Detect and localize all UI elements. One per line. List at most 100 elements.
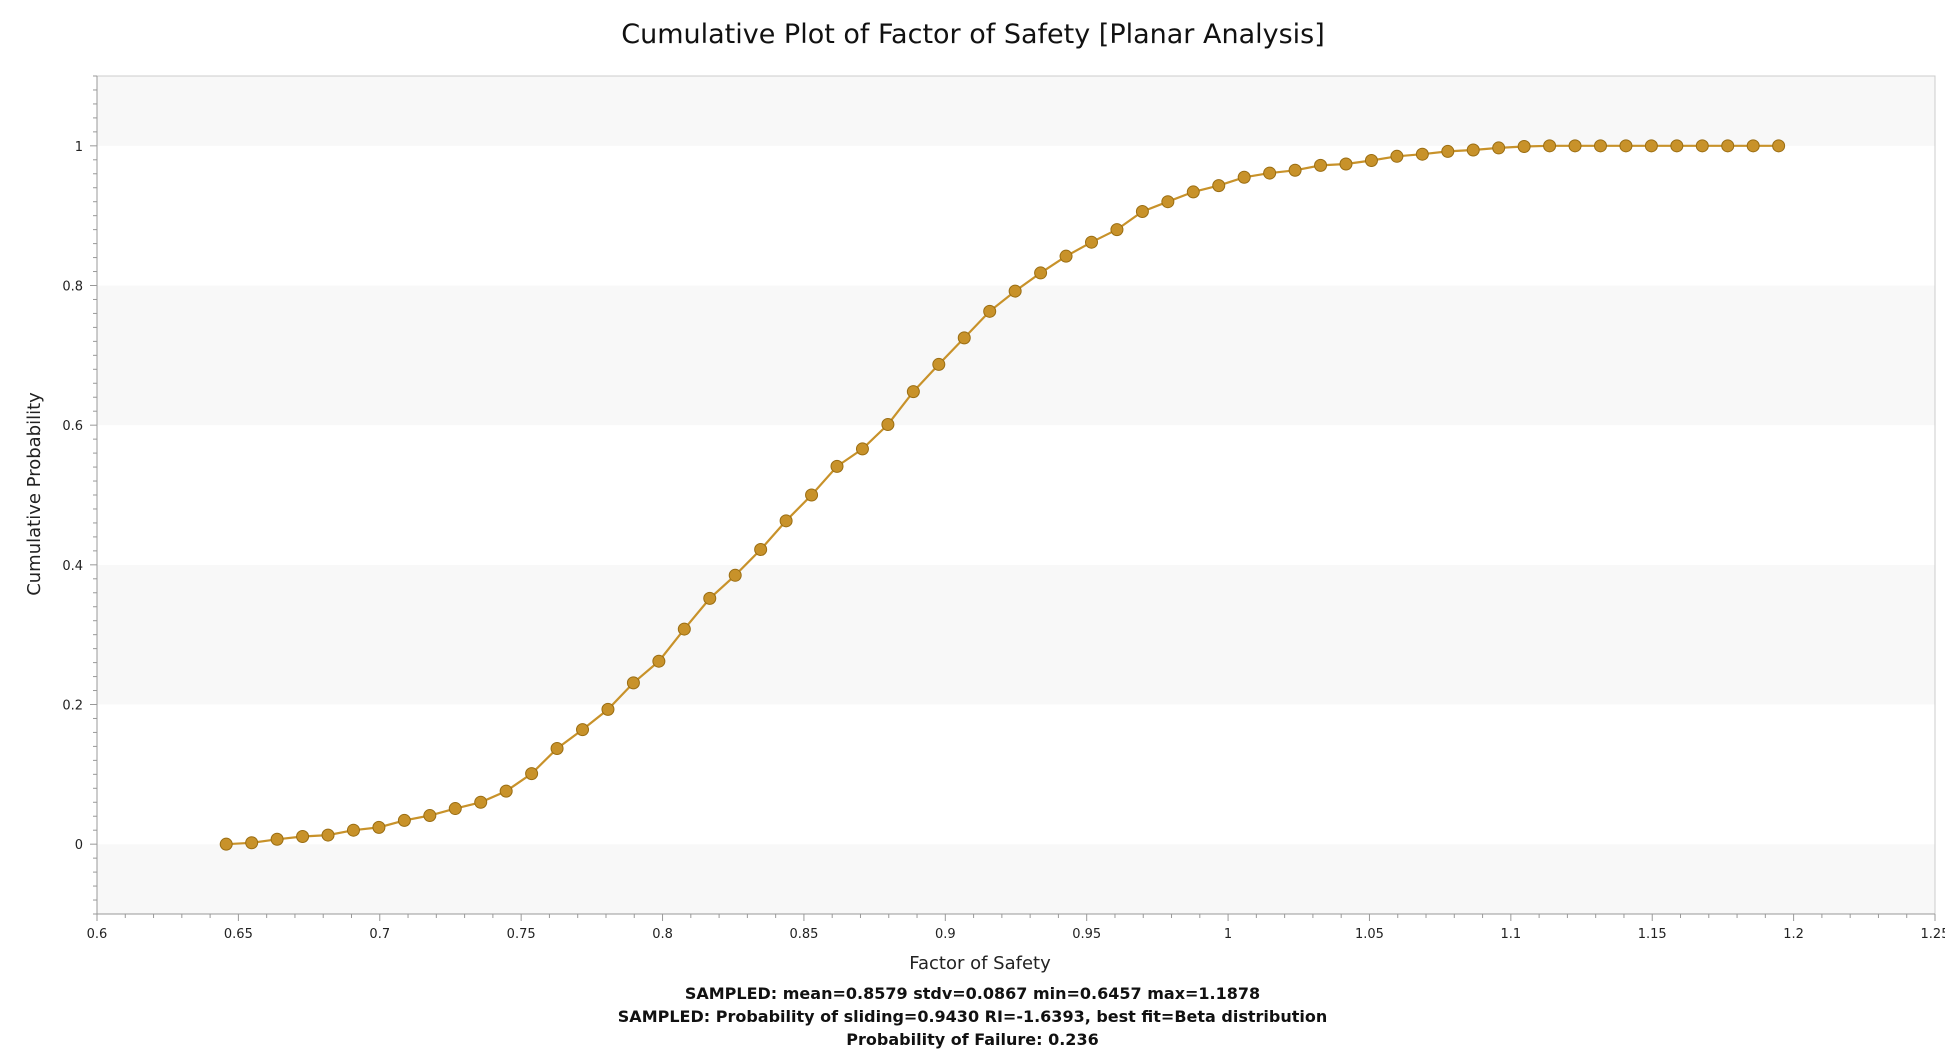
data-point — [397, 813, 411, 827]
data-point — [779, 514, 793, 528]
x-tick-label: 0.65 — [224, 927, 253, 942]
data-point — [1695, 139, 1709, 153]
x-tick-label: 1.15 — [1638, 927, 1667, 942]
data-point — [1212, 179, 1226, 193]
data-point — [1441, 144, 1455, 158]
data-point — [1034, 266, 1048, 280]
data-point — [576, 723, 590, 737]
data-point — [1670, 139, 1684, 153]
data-point — [550, 741, 564, 755]
data-point — [830, 459, 844, 473]
data-point — [677, 622, 691, 636]
x-tick-label: 1.2 — [1783, 927, 1804, 942]
data-point — [957, 331, 971, 345]
y-axis-label: Cumulative Probability — [24, 392, 45, 596]
data-point — [1008, 284, 1022, 298]
data-point — [245, 836, 259, 850]
stats-failure-line: Probability of Failure: 0.236 — [846, 1030, 1099, 1049]
data-point — [703, 591, 717, 605]
y-tick-label: 0.2 — [62, 699, 83, 714]
data-point — [1288, 163, 1302, 177]
x-tick-label: 0.75 — [507, 927, 536, 942]
data-point — [1644, 139, 1658, 153]
y-tick-label: 0.4 — [62, 559, 83, 574]
data-point — [1415, 147, 1429, 161]
data-point — [499, 784, 513, 798]
data-point — [1543, 139, 1557, 153]
data-point — [1619, 139, 1633, 153]
y-tick-label: 0.6 — [62, 419, 83, 434]
data-point — [1593, 139, 1607, 153]
plot-background-bands — [97, 76, 1935, 914]
data-point — [855, 442, 869, 456]
data-point — [1746, 139, 1760, 153]
data-point — [881, 417, 895, 431]
data-point — [296, 829, 310, 843]
data-point — [1059, 249, 1073, 263]
x-axis: 0.6 0.65 0.7 0.75 0.8 0.85 0.9 0.95 1 1.05 1.1 1.15… — [87, 913, 1945, 942]
data-point — [1772, 139, 1786, 153]
y-axis: 0 0.2 0.4 0.6 0.8 1 — [62, 75, 98, 915]
data-point — [805, 488, 819, 502]
data-point — [1364, 153, 1378, 167]
data-point — [906, 385, 920, 399]
x-tick-label: 0.9 — [935, 927, 956, 942]
data-point — [270, 832, 284, 846]
plot-band — [97, 425, 1935, 565]
data-point — [728, 568, 742, 582]
data-point — [1161, 195, 1175, 209]
plot-band — [97, 76, 1935, 146]
data-point — [321, 828, 335, 842]
plot-band — [97, 145, 1935, 286]
data-point — [1568, 139, 1582, 153]
data-point — [423, 809, 437, 823]
data-point — [346, 823, 360, 837]
stats-probability-line: SAMPLED: Probability of sliding=0.9430 R… — [617, 1007, 1328, 1026]
data-point — [983, 304, 997, 318]
chart-title: Cumulative Plot of Factor of Safety [Pla… — [621, 19, 1325, 50]
x-tick-label: 0.6 — [87, 927, 108, 942]
x-tick-label: 0.7 — [369, 927, 390, 942]
x-tick-label: 1.05 — [1355, 927, 1384, 942]
data-point — [1339, 157, 1353, 171]
data-point — [652, 654, 666, 668]
series-layer — [219, 139, 1786, 851]
data-point — [1110, 223, 1124, 237]
data-point — [1186, 185, 1200, 199]
data-point — [1263, 166, 1277, 180]
data-point — [1135, 204, 1149, 218]
plot-band — [97, 564, 1935, 705]
data-point — [1237, 170, 1251, 184]
data-point — [1084, 235, 1098, 249]
stats-summary-line: SAMPLED: mean=0.8579 stdv=0.0867 min=0.6… — [684, 984, 1261, 1003]
x-tick-label: 0.95 — [1072, 927, 1101, 942]
y-tick-label: 0.8 — [62, 280, 83, 295]
y-tick-label: 0 — [75, 838, 83, 853]
data-point — [1314, 158, 1328, 172]
data-point — [754, 542, 768, 556]
plot-band — [97, 844, 1935, 914]
data-point — [219, 837, 233, 851]
data-point — [1466, 143, 1480, 157]
data-point — [474, 795, 488, 809]
data-point — [448, 802, 462, 816]
y-tick-label: 1 — [75, 140, 83, 155]
plot-band — [97, 704, 1935, 845]
x-tick-label: 1.1 — [1501, 927, 1522, 942]
x-tick-label: 1.25 — [1921, 927, 1945, 942]
data-point — [372, 820, 386, 834]
x-tick-label: 0.8 — [652, 927, 673, 942]
x-tick-label: 1 — [1224, 927, 1232, 942]
data-point — [626, 676, 640, 690]
data-point — [525, 767, 539, 781]
data-point — [1492, 141, 1506, 155]
data-point — [1517, 140, 1531, 154]
data-point — [1721, 139, 1735, 153]
data-point — [932, 357, 946, 371]
data-point — [601, 702, 615, 716]
x-tick-label: 0.85 — [789, 927, 818, 942]
plot-band — [97, 285, 1935, 426]
data-point — [1390, 149, 1404, 163]
x-axis-label: Factor of Safety — [909, 953, 1051, 974]
